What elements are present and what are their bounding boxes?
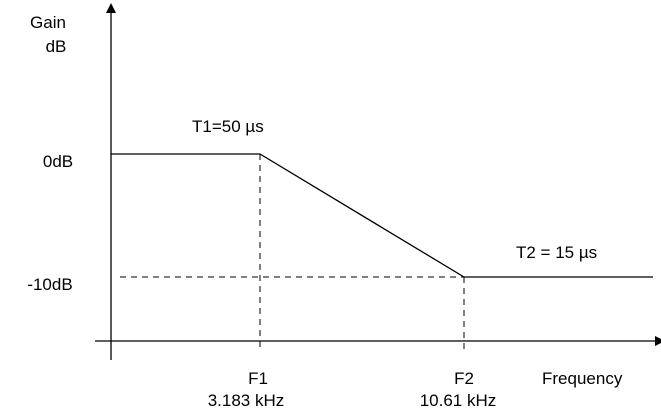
x-axis-label-frequency: Frequency — [542, 369, 623, 388]
t1-annotation: T1=50 µs — [192, 117, 264, 136]
y-tick-minus-10db: -10dB — [27, 275, 72, 294]
y-tick-0db: 0dB — [43, 152, 73, 171]
y-axis-label-gain: Gain — [30, 13, 66, 32]
y-axis-label-db: dB — [46, 37, 67, 56]
f2-value: 10.61 kHz — [420, 391, 497, 410]
f2-label: F2 — [454, 369, 474, 388]
f1-value: 3.183 kHz — [208, 391, 285, 410]
gain-response-curve — [111, 153, 653, 278]
t2-annotation: T2 = 15 µs — [516, 243, 597, 262]
f1-label: F1 — [248, 369, 268, 388]
